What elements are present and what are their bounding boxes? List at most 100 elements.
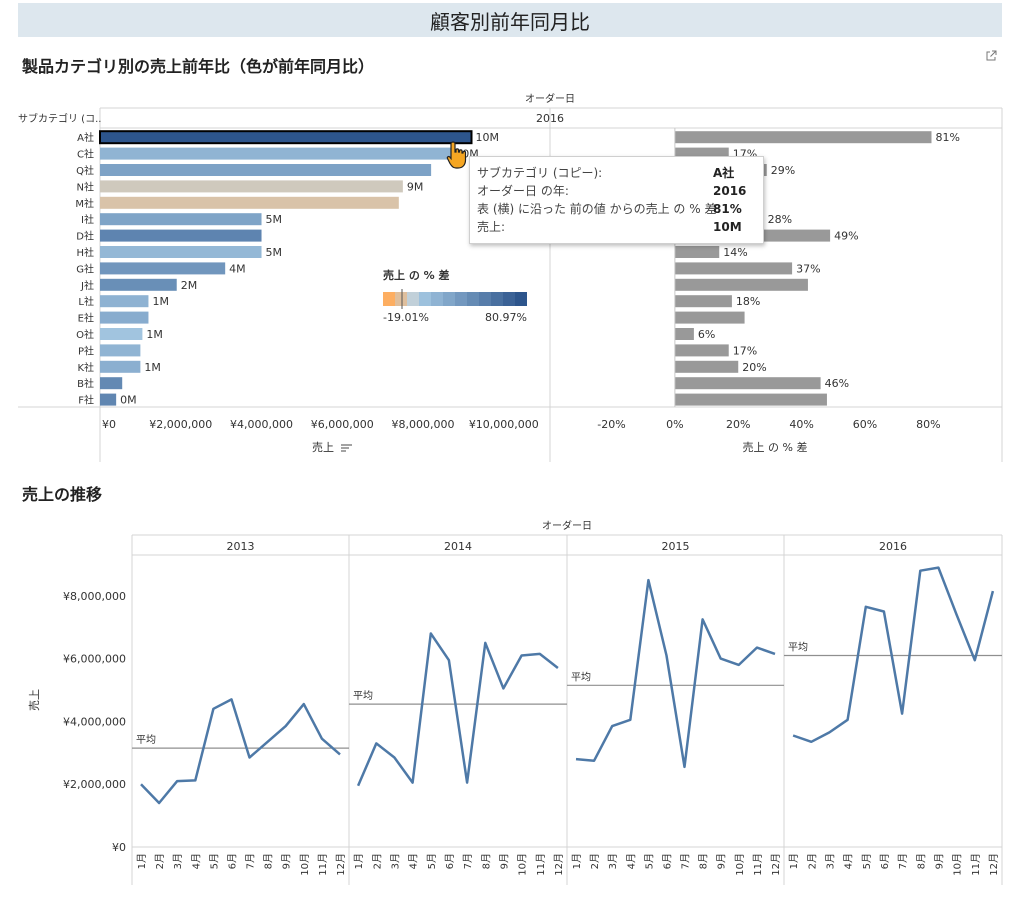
trend-y-tick-label: ¥8,000,000: [63, 590, 126, 603]
hover-tooltip: サブカテゴリ (コピー): A社 オーダー日 の年: 2016 表 (横) に沿…: [469, 156, 764, 244]
popout-icon[interactable]: [985, 50, 997, 62]
tooltip-label-subcategory: サブカテゴリ (コピー):: [477, 166, 603, 180]
section-title-yoy: 製品カテゴリ別の売上前年比（色が前年同月比）: [22, 57, 375, 76]
tooltip-label-sales: 売上:: [477, 220, 506, 234]
tooltip-value-sales: 10M: [713, 220, 742, 234]
pct-bar[interactable]: [674, 262, 793, 275]
year-panel-header: 2016: [879, 540, 907, 553]
legend-color-swatch: [515, 292, 527, 306]
sales-trend-line[interactable]: [792, 566, 995, 744]
sales-data-label: 2M: [181, 279, 198, 292]
sales-data-label: 4M: [229, 262, 246, 275]
row-header-subcategory[interactable]: サブカテゴリ (コ..: [18, 112, 101, 125]
pct-bar[interactable]: [674, 393, 827, 406]
category-label[interactable]: A社: [77, 131, 94, 144]
sales-data-label: 5M: [266, 213, 283, 226]
year-panel-header: 2014: [444, 540, 472, 553]
category-label[interactable]: F社: [78, 394, 94, 407]
pct-data-label: 20%: [742, 361, 766, 374]
sales-bar[interactable]: [100, 180, 403, 193]
month-tick-label: 1月: [571, 853, 583, 869]
average-label: 平均: [136, 734, 156, 746]
pct-bar[interactable]: [674, 377, 821, 390]
category-label[interactable]: Q社: [76, 164, 94, 177]
sales-bar[interactable]: [100, 164, 432, 176]
month-tick-label: 6月: [661, 853, 673, 869]
sales-bar[interactable]: [100, 360, 141, 373]
category-label[interactable]: O社: [76, 328, 94, 341]
month-tick-label: 11月: [535, 853, 547, 876]
pct-bar[interactable]: [674, 360, 739, 373]
category-label[interactable]: M社: [75, 197, 94, 210]
sales-bar[interactable]: [100, 344, 141, 357]
month-tick-label: 8月: [263, 853, 275, 869]
sales-bar[interactable]: [100, 147, 452, 160]
category-label[interactable]: N社: [77, 180, 94, 193]
trend-line-chart: ¥0 ¥2,000,000 ¥4,000,000 ¥6,000,000 ¥8,000,0…: [63, 540, 1002, 876]
sales-trend-line[interactable]: [575, 578, 776, 769]
category-label[interactable]: P社: [78, 344, 94, 357]
trend-y-tick-label: ¥0: [112, 841, 126, 854]
category-label[interactable]: B社: [77, 377, 94, 390]
trend-y-tick-label: ¥4,000,000: [63, 715, 126, 728]
legend-color-ramp: [383, 289, 527, 309]
month-tick-label: 2月: [371, 853, 383, 869]
legend-color-swatch: [395, 292, 407, 306]
category-label[interactable]: C社: [77, 148, 94, 161]
category-label[interactable]: K社: [77, 361, 94, 374]
pct-bar[interactable]: [674, 131, 932, 144]
month-tick-label: 8月: [698, 853, 710, 869]
sales-bar[interactable]: [100, 278, 177, 291]
tooltip-label-pct-diff: 表 (横) に沿った 前の値 からの売上 の % 差:: [477, 202, 721, 216]
column-header-order-date: オーダー日: [525, 92, 575, 105]
sales-bar[interactable]: [100, 328, 143, 340]
legend-color-swatch: [407, 292, 419, 306]
sales-data-label: 1M: [146, 328, 163, 341]
category-label[interactable]: G社: [76, 262, 94, 275]
sales-bar[interactable]: [100, 196, 399, 209]
category-label[interactable]: H社: [76, 246, 94, 259]
pct-bar[interactable]: [674, 295, 732, 308]
pct-data-label: 49%: [834, 230, 858, 243]
month-tick-label: 6月: [879, 853, 891, 869]
sales-data-label: 0M: [120, 394, 136, 407]
sales-tick-label: ¥8,000,000: [392, 418, 455, 431]
pct-bar[interactable]: [674, 311, 745, 324]
category-label[interactable]: I社: [81, 213, 94, 226]
sales-bar[interactable]: [100, 246, 262, 258]
sales-trend-line[interactable]: [140, 698, 341, 805]
pct-data-label: 18%: [736, 295, 760, 308]
tooltip-value-subcategory: A社: [713, 166, 735, 180]
pct-bar[interactable]: [674, 246, 720, 258]
sales-bar[interactable]: [99, 130, 473, 145]
category-label[interactable]: D社: [76, 230, 94, 243]
average-label: 平均: [788, 641, 808, 653]
sales-bar[interactable]: [100, 393, 117, 406]
trend-y-axis-label: 売上: [28, 689, 41, 711]
sort-icon[interactable]: [341, 444, 352, 452]
sales-bar[interactable]: [100, 262, 226, 275]
sales-trend-line[interactable]: [356, 632, 559, 787]
month-tick-label: 1月: [353, 853, 365, 869]
month-tick-label: 2月: [806, 853, 818, 869]
sales-bar[interactable]: [100, 377, 123, 390]
pct-data-label: 29%: [771, 164, 795, 177]
tooltip-value-pct-diff: 81%: [713, 202, 742, 216]
pct-bar[interactable]: [674, 278, 808, 291]
category-label[interactable]: J社: [80, 279, 94, 292]
sales-bar[interactable]: [100, 295, 149, 308]
category-label[interactable]: E社: [78, 312, 94, 325]
pct-tick-label: 0%: [666, 418, 683, 431]
dashboard-title: 顧客別前年同月比: [18, 3, 1002, 37]
year-panel-header: 2013: [227, 540, 255, 553]
category-label[interactable]: L社: [78, 295, 94, 308]
month-tick-label: 1月: [136, 853, 148, 869]
month-tick-label: 11月: [317, 853, 329, 876]
month-tick-label: 9月: [281, 853, 293, 869]
sales-bar[interactable]: [100, 229, 262, 242]
pct-bar[interactable]: [674, 328, 694, 340]
sales-bar[interactable]: [100, 311, 149, 324]
sales-axis-label[interactable]: 売上: [312, 441, 334, 454]
pct-bar[interactable]: [674, 344, 729, 357]
sales-bar[interactable]: [100, 213, 262, 226]
